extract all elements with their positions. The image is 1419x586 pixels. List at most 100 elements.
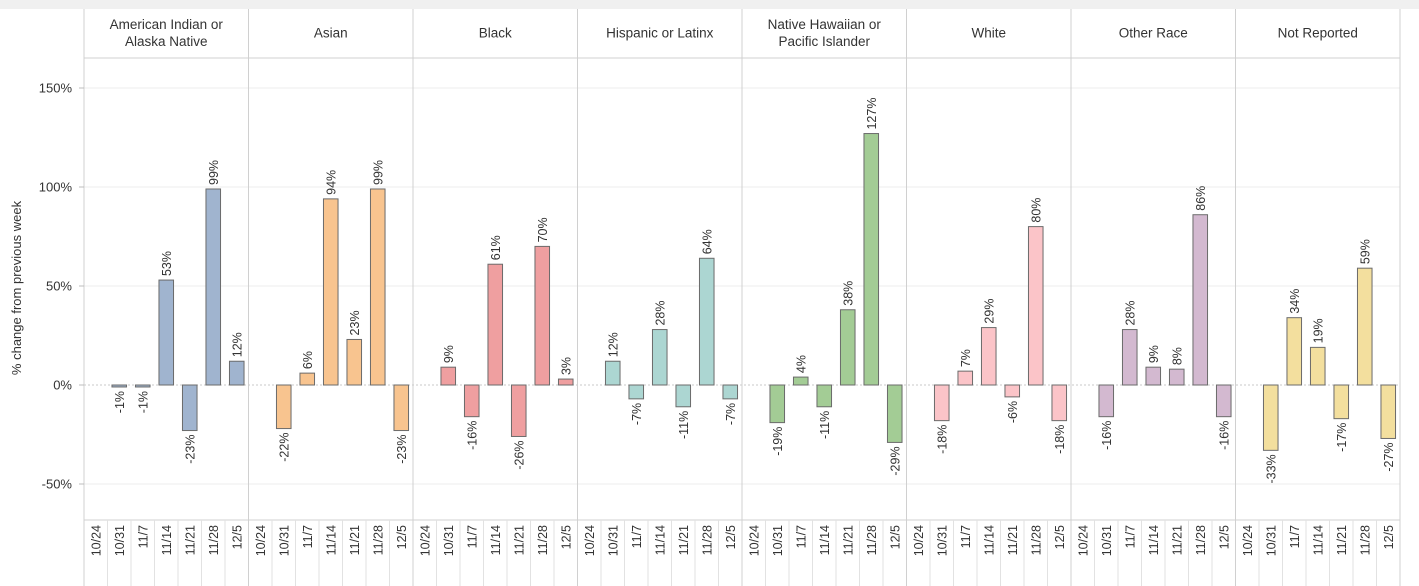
x-tick-label: 12/5 — [559, 525, 573, 549]
x-tick-label: 10/31 — [1264, 525, 1278, 556]
bar-value-label: 23% — [348, 310, 362, 335]
bar — [228, 360, 245, 386]
panel-title: Alaska Native — [125, 34, 208, 49]
x-tick-label: 11/28 — [1358, 525, 1372, 555]
bar-value-label: 6% — [301, 351, 315, 369]
bar-labels: -1% -1% 53% -23% 99% 12% -22% 6% 94% 23% 99% -23% 9%… — [113, 98, 1396, 484]
bar-value-label: -22% — [277, 433, 291, 462]
panel-titles: American Indian or Alaska Native Asian Blac… — [110, 17, 1358, 49]
bar-value-label: -29% — [888, 446, 902, 475]
bar — [1333, 384, 1350, 420]
x-tick-label: 10/24 — [747, 525, 761, 556]
panel-dividers — [83, 9, 1401, 586]
x-tick-label: 11/14 — [982, 525, 996, 555]
bar-value-label: -33% — [1264, 454, 1278, 483]
bar — [769, 384, 786, 424]
bar — [181, 384, 198, 432]
x-tick-label: 12/5 — [1053, 525, 1067, 549]
panel-title: Hispanic or Latinx — [606, 26, 714, 41]
x-tick-label: 10/24 — [418, 525, 432, 556]
bar-value-label: 127% — [865, 98, 879, 130]
bar — [1004, 384, 1021, 398]
x-tick-label: 11/21 — [1335, 525, 1349, 555]
x-tick-label: 11/7 — [136, 525, 150, 548]
x-tick-label: 10/24 — [1076, 525, 1090, 556]
x-tick-label: 11/7 — [301, 525, 315, 548]
x-tick-label: 12/5 — [888, 525, 902, 549]
bar — [487, 263, 504, 386]
bar — [275, 384, 292, 430]
bar — [393, 384, 410, 432]
bars — [111, 133, 1397, 451]
y-axis: -50% 0% 50% 100% 150% — [39, 81, 84, 492]
bar-value-label: 59% — [1358, 239, 1372, 264]
bar — [1168, 368, 1185, 386]
x-tick-label: 11/14 — [818, 525, 832, 555]
bar-value-label: 34% — [1288, 289, 1302, 314]
bar-value-label: -26% — [512, 440, 526, 469]
x-tick-label: 12/5 — [395, 525, 409, 549]
x-tick-label: 11/21 — [348, 525, 362, 555]
bar-value-label: 80% — [1029, 198, 1043, 223]
panel-title: Native Hawaiian or — [768, 17, 882, 32]
bar-value-label: 7% — [959, 349, 973, 367]
bar — [886, 384, 903, 443]
bar — [651, 329, 668, 386]
bar-value-label: -11% — [677, 411, 691, 439]
x-tick-label: 11/28 — [1029, 525, 1043, 555]
bar-value-label: 99% — [207, 160, 221, 185]
x-tick-label: 11/14 — [1147, 525, 1161, 555]
bar — [134, 384, 151, 388]
x-tick-label: 11/21 — [512, 525, 526, 555]
bar — [698, 257, 715, 386]
bar-value-label: -18% — [935, 425, 949, 454]
bar-value-label: -1% — [113, 391, 127, 413]
x-tick-label: 12/5 — [230, 525, 244, 549]
x-tick-label: 11/7 — [465, 525, 479, 548]
bar — [604, 360, 621, 386]
x-tick-label: 11/21 — [841, 525, 855, 555]
y-tick-label: 100% — [39, 180, 73, 195]
bar — [816, 384, 833, 408]
bar-value-label: 19% — [1311, 318, 1325, 343]
bar — [1192, 214, 1209, 386]
bar-value-label: -23% — [183, 435, 197, 464]
bar — [369, 188, 386, 386]
x-tick-label: 10/31 — [771, 525, 785, 556]
bar — [1051, 384, 1068, 422]
x-tick-label: 10/31 — [606, 525, 620, 556]
bar — [1027, 226, 1044, 386]
bar — [839, 309, 856, 386]
bar-value-label: -7% — [724, 403, 738, 425]
x-tick-label: 10/24 — [89, 525, 103, 556]
bar — [440, 366, 457, 386]
x-tick-label: 11/14 — [489, 525, 503, 555]
bar — [1098, 384, 1115, 418]
x-tick-label: 11/21 — [677, 525, 691, 555]
panel-title: White — [971, 26, 1006, 41]
bar — [1356, 267, 1373, 386]
bar — [863, 133, 880, 386]
bar-value-label: 94% — [324, 170, 338, 195]
x-tick-label: 11/7 — [794, 525, 808, 548]
bar-value-label: 61% — [489, 235, 503, 260]
bar-value-label: -16% — [1100, 421, 1114, 450]
bar — [722, 384, 739, 400]
y-tick-label: 0% — [53, 378, 72, 393]
bar-value-label: -19% — [771, 427, 785, 456]
bar-value-label: 12% — [230, 332, 244, 357]
bar-value-label: -18% — [1053, 425, 1067, 454]
x-tick-label: 10/31 — [1100, 525, 1114, 556]
panel-title: Black — [479, 26, 512, 41]
x-axis: 10/24 10/31 11/7 11/14 11/21 11/28 12/5 10/24 10… — [89, 520, 1396, 586]
bar — [557, 378, 574, 386]
bar — [510, 384, 527, 437]
bar-value-label: -1% — [136, 391, 150, 413]
bar-value-label: 70% — [536, 217, 550, 242]
bar-value-label: -23% — [395, 435, 409, 464]
bar-value-label: 86% — [1194, 186, 1208, 211]
panel-title: American Indian or — [110, 17, 224, 32]
bar-value-label: 38% — [841, 281, 855, 306]
panel-title: Asian — [314, 26, 348, 41]
x-tick-label: 11/7 — [1123, 525, 1137, 548]
